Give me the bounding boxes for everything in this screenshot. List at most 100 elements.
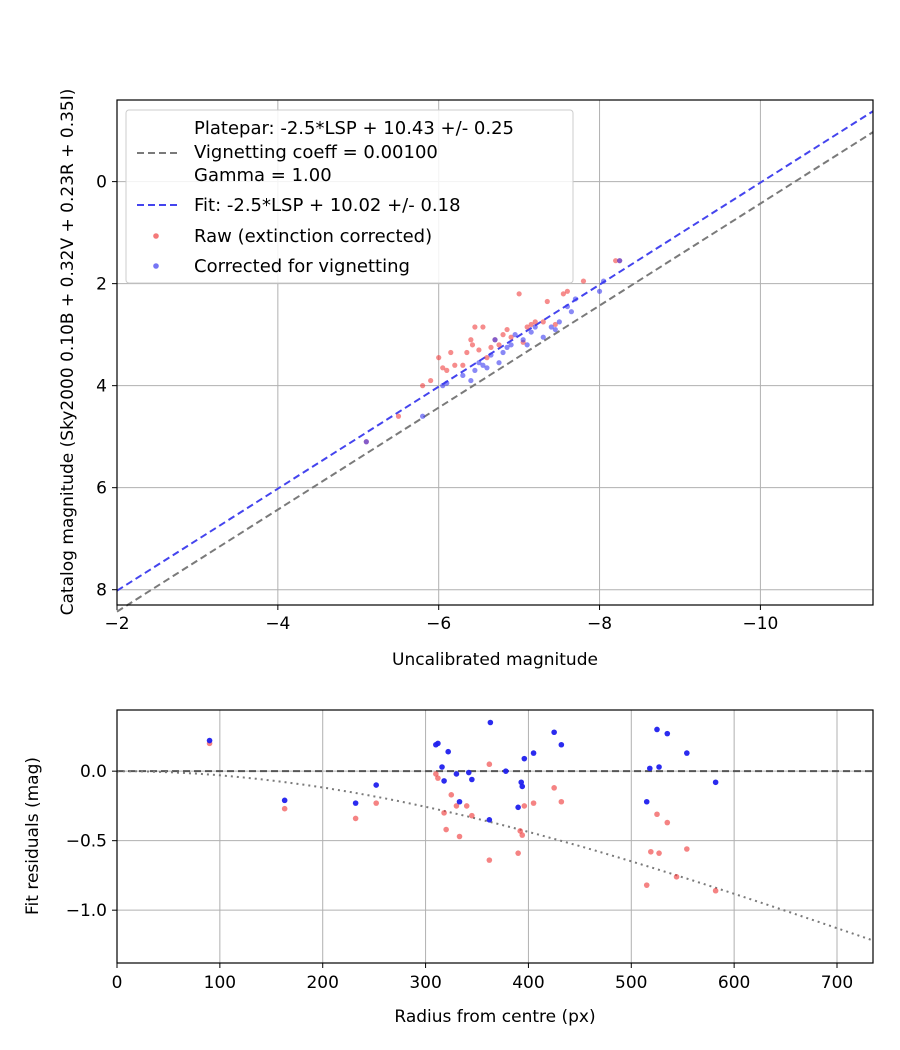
raw-residual-point: [558, 798, 565, 805]
raw-point: [476, 347, 482, 353]
legend-raw-label: Raw (extinction corrected): [194, 226, 432, 247]
corrected-residual-point: [439, 764, 445, 770]
raw-residual-point: [281, 805, 288, 812]
corrected-point: [532, 324, 538, 330]
corrected-point: [484, 365, 490, 371]
residuals-plot: 0 100 200 300 400 500 600 700 0.0 −0.5 −1.0 Radiu…: [23, 709, 874, 1027]
corrected-residual-point: [486, 817, 493, 823]
corrected-point: [512, 332, 518, 338]
raw-residual-point: [551, 785, 557, 791]
top-scatter-points: [363, 258, 623, 445]
raw-point: [469, 342, 476, 348]
top-x-ticks: −2 −4 −6 −8 −10: [104, 605, 778, 634]
corrected-residual-point: [712, 779, 719, 786]
raw-residual-point: [656, 850, 662, 856]
raw-point: [516, 291, 522, 297]
top-y-tick-label: 8: [96, 581, 107, 601]
corrected-point: [540, 334, 546, 340]
legend-corrected-marker: [153, 263, 159, 269]
corrected-point: [600, 278, 607, 284]
top-x-axis-label: Uncalibrated magnitude: [392, 650, 598, 670]
corrected-point: [596, 288, 603, 294]
top-fit-lines: [116, 110, 874, 613]
corrected-residual-point: [551, 729, 557, 736]
raw-residual-point: [673, 874, 680, 880]
raw-residual-point: [654, 811, 660, 818]
corrected-point: [568, 309, 575, 315]
corrected-residual-point: [352, 800, 359, 806]
corrected-point: [564, 303, 570, 310]
corrected-residual-point: [456, 798, 463, 805]
corrected-point: [520, 337, 526, 343]
vignetting-curve: [117, 770, 874, 942]
raw-residual-point: [648, 848, 654, 855]
raw-residual-point: [530, 800, 537, 806]
top-x-tick-label: −4: [265, 614, 290, 634]
raw-residual-point: [456, 833, 463, 840]
raw-residual-point: [643, 882, 650, 888]
raw-residual-point: [664, 819, 671, 826]
bottom-scatter-points: [206, 719, 719, 894]
platepar-fit-line: [116, 131, 874, 613]
corrected-point: [500, 349, 506, 356]
bottom-x-tick-label: 100: [204, 973, 236, 993]
raw-point: [613, 258, 619, 264]
bottom-x-axis-label: Radius from centre (px): [394, 1007, 595, 1027]
top-axes-frame: [116, 99, 874, 606]
corrected-residual-point: [281, 797, 288, 804]
raw-point: [540, 319, 546, 325]
bottom-y-axis-label: Fit residuals (mag): [23, 757, 43, 915]
raw-residual-point: [352, 815, 359, 822]
raw-residual-point: [373, 800, 380, 806]
legend-corrected-label: Corrected for vignetting: [194, 256, 410, 277]
corrected-residual-point: [503, 768, 509, 774]
raw-point: [508, 334, 514, 340]
corrected-residual-point: [519, 783, 526, 790]
bottom-x-tick-label: 700: [821, 973, 853, 993]
raw-point: [428, 377, 434, 384]
corrected-residual-point: [643, 798, 650, 805]
corrected-point: [556, 319, 562, 325]
corrected-residual-point: [373, 782, 380, 788]
raw-residual-point: [517, 828, 523, 834]
raw-point: [460, 362, 466, 368]
corrected-point: [496, 360, 502, 366]
raw-point: [528, 321, 534, 328]
corrected-residual-point: [521, 755, 528, 762]
raw-point: [552, 321, 558, 328]
corrected-residual-point: [206, 737, 213, 744]
corrected-residual-point: [656, 764, 662, 770]
raw-residual-point: [433, 771, 439, 777]
raw-residual-point: [443, 826, 449, 833]
corrected-point: [440, 383, 446, 389]
bottom-x-tick-label: 0: [112, 973, 123, 993]
legend-raw-marker: [153, 233, 159, 239]
corrected-residual-point: [487, 719, 494, 726]
corrected-residual-point: [558, 741, 565, 748]
top-x-tick-label: −10: [742, 614, 778, 634]
raw-point: [560, 291, 566, 297]
raw-point: [448, 349, 454, 356]
top-y-tick-label: 2: [96, 275, 107, 295]
corrected-residual-point: [654, 726, 660, 733]
raw-residual-point: [435, 775, 441, 781]
raw-residual-point: [712, 887, 719, 894]
corrected-point: [504, 344, 510, 350]
corrected-residual-point: [453, 771, 460, 777]
top-x-tick-label: −2: [104, 614, 129, 634]
corrected-point: [572, 296, 579, 302]
corrected-residual-point: [465, 769, 472, 776]
corrected-residual-point: [664, 730, 671, 737]
bottom-x-tick-label: 500: [615, 973, 647, 993]
raw-point: [436, 355, 442, 361]
raw-point: [524, 324, 530, 330]
raw-point: [564, 288, 570, 294]
raw-point: [440, 365, 446, 371]
raw-point: [580, 278, 587, 284]
corrected-residual-point: [647, 765, 653, 772]
corrected-point: [524, 342, 530, 348]
raw-residual-point: [486, 761, 493, 768]
top-x-tick-label: −8: [587, 614, 612, 634]
raw-point: [544, 298, 550, 305]
raw-point: [395, 413, 402, 419]
